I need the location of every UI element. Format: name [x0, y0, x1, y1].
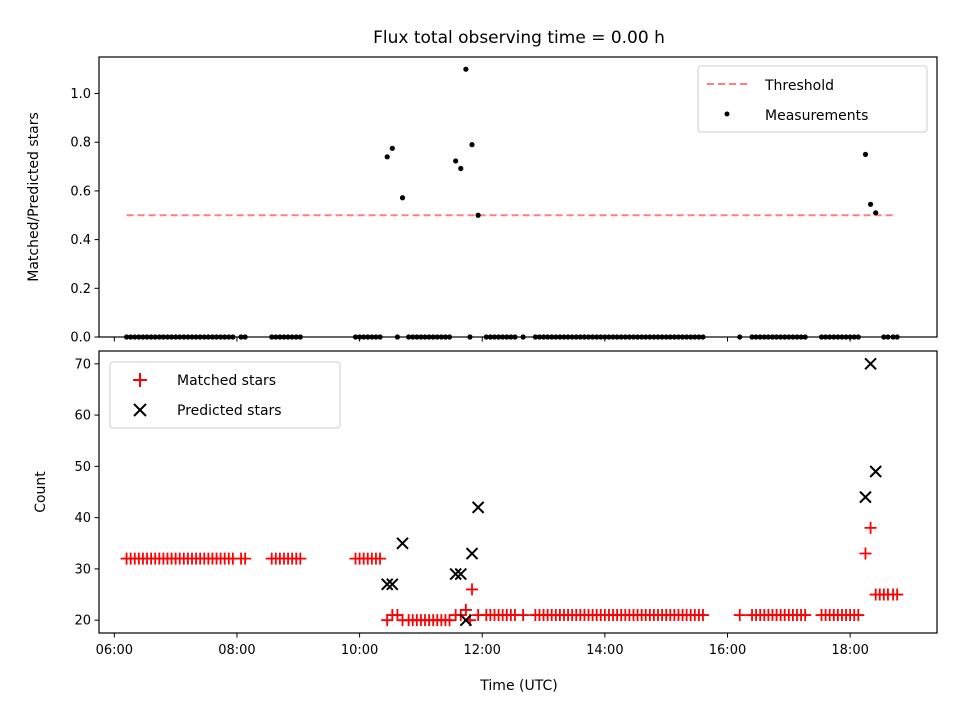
predicted-star-point: [380, 578, 394, 591]
bottom-plot-frame: [98, 350, 938, 634]
matched-star-point: [859, 547, 872, 560]
matched-star-point: [696, 609, 709, 622]
bottom-y-axis-label: Count: [33, 471, 49, 513]
bottom-legend: Matched stars Predicted stars: [109, 361, 341, 429]
bottom-y-tick-label: 60: [74, 409, 91, 424]
measurement-point: [873, 210, 879, 216]
top-y-tick-label: 0.6: [70, 184, 91, 199]
x-tick-label: 10:00: [341, 643, 378, 658]
matched-stars-layer: [120, 521, 904, 627]
count-panel: Count Time (UTC) 20 30 40 50 60 70 06:00 08:00…: [33, 350, 938, 694]
top-y-tick-label: 0.8: [70, 136, 91, 151]
x-tick-label: 08:00: [218, 643, 255, 658]
matched-star-point: [517, 609, 530, 622]
predicted-legend-label: Predicted stars: [177, 403, 282, 419]
matched-legend-swatch: [133, 373, 147, 387]
measurements-legend-swatch: [724, 111, 730, 117]
bottom-y-tick-label: 40: [74, 511, 91, 526]
x-tick-label: 14:00: [586, 643, 623, 658]
matched-star-point: [374, 552, 387, 565]
top-y-ticks: 0.0 0.2 0.4 0.6 0.8 1.0: [70, 87, 99, 346]
bottom-y-tick-label: 30: [74, 562, 91, 577]
measurement-point: [475, 212, 481, 218]
x-tick-label: 16:00: [709, 643, 746, 658]
matched-star-point: [864, 521, 877, 534]
matched-star-point: [391, 609, 404, 622]
top-legend: Threshold Measurements: [697, 65, 928, 133]
measurement-point: [389, 145, 395, 151]
measurement-point: [458, 165, 464, 172]
x-tick-label: 18:00: [831, 643, 868, 658]
predicted-star-point: [471, 501, 485, 514]
measurement-point: [469, 142, 475, 148]
chart-title: Flux total observing time = 0.00 h: [373, 28, 665, 48]
flux-ratio-panel: Flux total observing time = 0.00 h Match…: [26, 28, 938, 346]
matched-legend-label: Matched stars: [177, 373, 276, 389]
top-y-tick-label: 1.0: [70, 87, 91, 102]
predicted-star-point: [449, 567, 462, 581]
measurement-point: [384, 154, 390, 160]
measurement-point: [862, 151, 869, 157]
x-axis-label: Time (UTC): [479, 678, 557, 694]
matched-star-point: [443, 614, 456, 627]
predicted-stars-layer: [380, 357, 882, 627]
bottom-legend-box: [109, 361, 341, 429]
top-y-tick-label: 0.0: [70, 331, 91, 346]
matched-star-point: [459, 603, 472, 616]
bottom-y-tick-label: 50: [74, 460, 91, 475]
measurement-point: [453, 158, 459, 164]
bottom-x-ticks: 06:00 08:00 10:00 12:00 14:00 16:00 18:00: [96, 633, 869, 658]
predicted-star-point: [459, 613, 473, 627]
measurement-point: [463, 66, 469, 72]
top-y-axis-label: Matched/Predicted stars: [26, 112, 42, 282]
top-y-tick-label: 0.4: [70, 233, 91, 248]
predicted-legend-swatch: [133, 403, 147, 417]
predicted-star-point: [396, 537, 409, 550]
measurement-point: [867, 201, 874, 207]
matched-star-point: [891, 588, 904, 601]
x-tick-label: 06:00: [96, 643, 133, 658]
predicted-star-point: [386, 578, 399, 591]
bottom-y-ticks: 20 30 40 50 60 70: [74, 357, 99, 629]
matched-star-point: [733, 609, 746, 622]
bottom-y-tick-label: 20: [74, 614, 91, 629]
bottom-y-tick-label: 70: [74, 357, 91, 372]
threshold-legend-label: Threshold: [764, 78, 834, 94]
measurement-point: [399, 195, 406, 201]
top-legend-box: [697, 65, 928, 133]
matched-star-point: [294, 552, 307, 565]
predicted-star-point: [864, 357, 877, 371]
measurements-legend-label: Measurements: [765, 108, 868, 124]
predicted-star-point: [859, 490, 872, 504]
predicted-star-point: [869, 465, 882, 478]
top-plot-frame: [98, 56, 938, 338]
predicted-star-point: [465, 547, 479, 560]
top-y-tick-label: 0.2: [70, 282, 91, 297]
x-tick-label: 12:00: [463, 643, 500, 658]
matched-star-point: [799, 609, 812, 622]
predicted-star-point: [454, 567, 467, 581]
matched-star-point: [466, 583, 479, 596]
matched-star-point: [381, 614, 394, 627]
matched-star-point: [239, 552, 252, 565]
matched-star-point: [852, 609, 865, 622]
